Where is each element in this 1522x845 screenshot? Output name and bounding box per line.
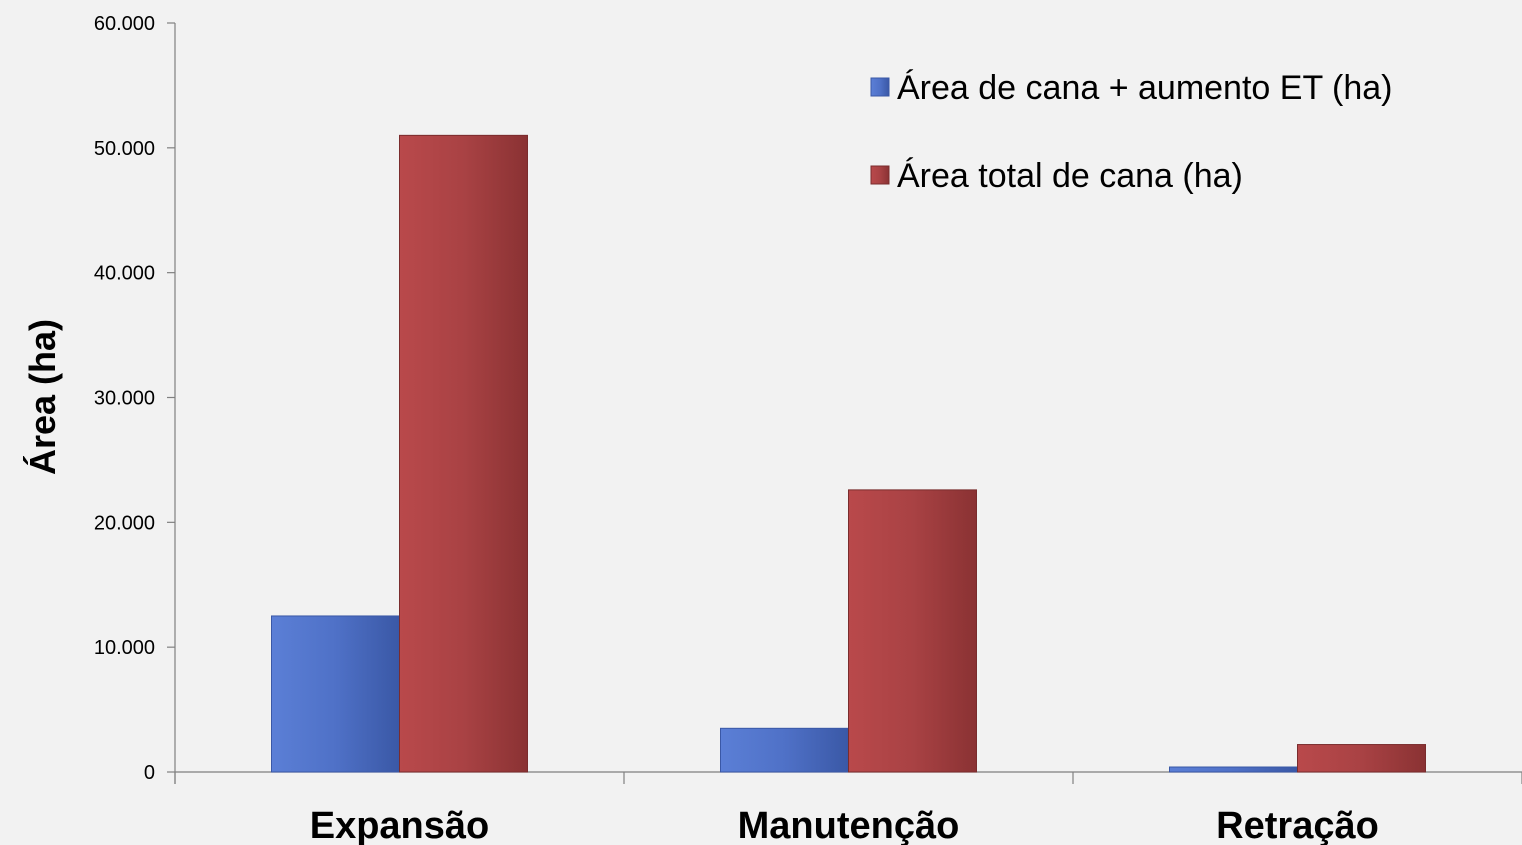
x-category-label: Expansão bbox=[310, 805, 490, 845]
legend: Área de cana + aumento ET (ha) Área total… bbox=[870, 69, 1393, 195]
y-tick-label: 20.000 bbox=[94, 512, 155, 534]
bar-total-cana-2 bbox=[1297, 744, 1426, 773]
y-axis-title: Área (ha) bbox=[22, 319, 63, 475]
bar-cana-aumento-et-2 bbox=[1169, 766, 1298, 773]
y-tick-label: 30.000 bbox=[94, 388, 155, 410]
y-tick-label: 60.000 bbox=[94, 13, 155, 35]
bar-cana-aumento-et-1 bbox=[720, 727, 849, 773]
bar-total-cana-1 bbox=[848, 489, 977, 773]
labels: 0 10.000 20.000 30.000 40.000 50.000 60.000 Exp… bbox=[22, 13, 1379, 845]
legend-label: Área total de cana (ha) bbox=[897, 157, 1243, 195]
y-tick-label: 40.000 bbox=[94, 263, 155, 285]
bars bbox=[271, 134, 1426, 773]
x-category-label: Manutenção bbox=[738, 805, 960, 845]
legend-label: Área de cana + aumento ET (ha) bbox=[897, 69, 1393, 107]
y-tick-label: 10.000 bbox=[94, 637, 155, 659]
x-category-label: Retração bbox=[1216, 805, 1379, 845]
bar-total-cana-0 bbox=[399, 134, 528, 773]
legend-swatch bbox=[870, 165, 890, 185]
bar-cana-aumento-et-0 bbox=[271, 615, 400, 773]
y-tick-label: 50.000 bbox=[94, 138, 155, 160]
legend-swatch bbox=[870, 77, 890, 97]
y-tick-label: 0 bbox=[144, 762, 155, 784]
